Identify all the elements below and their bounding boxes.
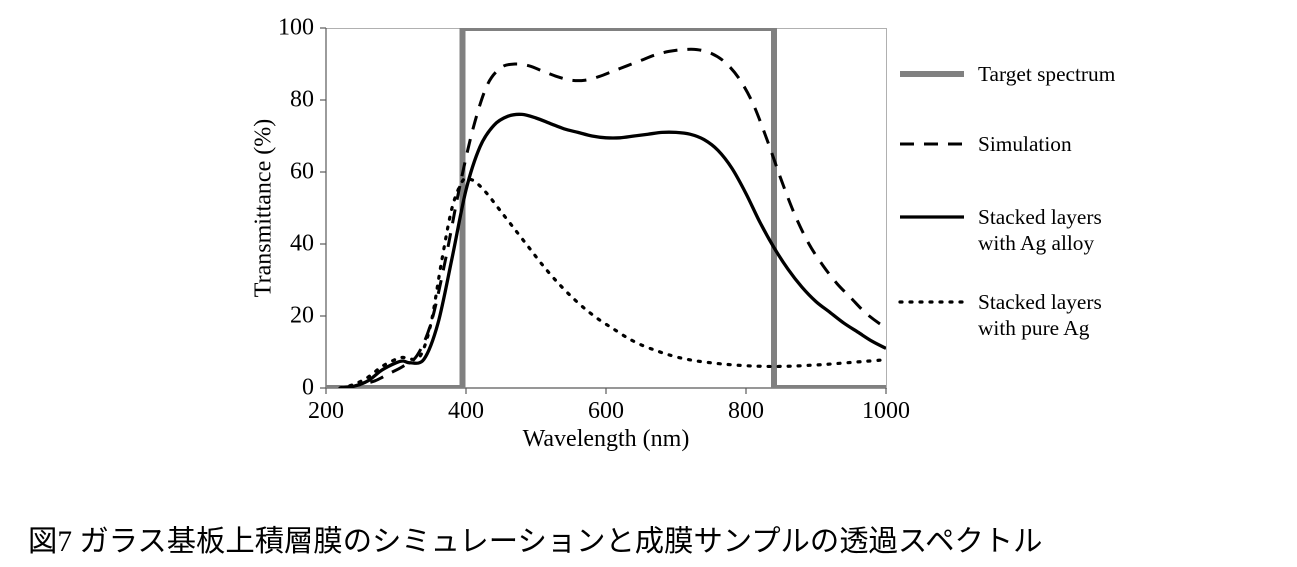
legend-swatch-target: [900, 64, 964, 84]
x-axis-label: Wavelength (nm): [523, 426, 690, 453]
y-tick-label: 100: [278, 15, 314, 42]
legend-label-pure_ag: Stacked layers with pure Ag: [978, 290, 1102, 341]
y-tick-label: 80: [290, 87, 314, 114]
figure-caption: 図7 ガラス基板上積層膜のシミュレーションと成膜サンプルの透過スペクトル: [28, 518, 1042, 560]
series-pure_ag: [340, 178, 886, 388]
legend-swatch-ag_alloy: [900, 207, 964, 227]
y-tick-label: 20: [290, 303, 314, 330]
legend-swatch-pure_ag: [900, 292, 964, 312]
x-tick-label: 400: [448, 398, 484, 425]
y-tick-label: 40: [290, 231, 314, 258]
x-tick-label: 200: [308, 398, 344, 425]
figure-container: Transmittance (%) Wavelength (nm) Target…: [0, 0, 1297, 567]
x-tick-label: 800: [728, 398, 764, 425]
x-tick-label: 600: [588, 398, 624, 425]
legend-label-target: Target spectrum: [978, 62, 1115, 88]
series-target: [326, 28, 886, 388]
chart-area: Transmittance (%) Wavelength (nm) Target…: [240, 10, 1180, 480]
y-tick-label: 60: [290, 159, 314, 186]
y-axis-label: Transmittance (%): [251, 119, 278, 297]
series-ag_alloy: [340, 114, 886, 388]
legend-label-simulation: Simulation: [978, 132, 1072, 158]
legend-swatch-simulation: [900, 134, 964, 154]
legend-label-ag_alloy: Stacked layers with Ag alloy: [978, 205, 1102, 256]
x-tick-label: 1000: [862, 398, 910, 425]
